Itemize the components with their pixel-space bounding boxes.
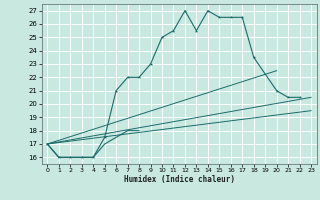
X-axis label: Humidex (Indice chaleur): Humidex (Indice chaleur) — [124, 175, 235, 184]
